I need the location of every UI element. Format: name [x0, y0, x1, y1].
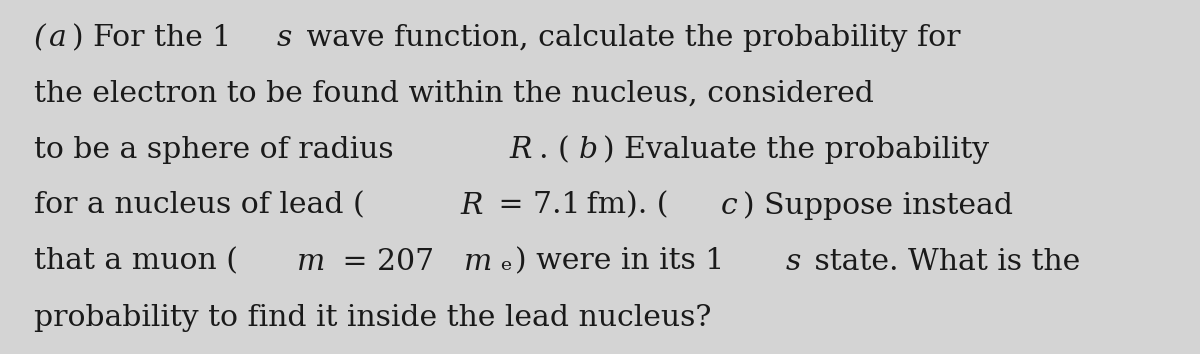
- Text: a: a: [48, 24, 66, 52]
- Text: ) For the 1: ) For the 1: [72, 24, 230, 52]
- Text: that a muon (: that a muon (: [34, 248, 238, 276]
- Text: = 7.1 fm). (: = 7.1 fm). (: [490, 192, 668, 220]
- Text: wave function, calculate the probability for: wave function, calculate the probability…: [296, 24, 960, 52]
- Text: ) were in its 1: ) were in its 1: [515, 248, 725, 276]
- Text: ) Evaluate the probability: ) Evaluate the probability: [604, 135, 990, 164]
- Text: R: R: [461, 192, 482, 220]
- Text: m: m: [296, 248, 325, 276]
- Text: s: s: [277, 24, 293, 52]
- Text: (: (: [34, 24, 46, 52]
- Text: = 207: = 207: [334, 248, 434, 276]
- Text: state. What is the: state. What is the: [805, 248, 1080, 276]
- Text: b: b: [578, 136, 598, 164]
- Text: m: m: [464, 248, 492, 276]
- Text: . (: . (: [539, 136, 570, 164]
- Text: ) Suppose instead: ) Suppose instead: [743, 191, 1013, 220]
- Text: R: R: [510, 136, 533, 164]
- Text: s: s: [785, 248, 800, 276]
- Text: for a nucleus of lead (: for a nucleus of lead (: [34, 192, 365, 220]
- Text: the electron to be found within the nucleus, considered: the electron to be found within the nucl…: [34, 80, 874, 108]
- Text: ₑ: ₑ: [500, 248, 512, 276]
- Text: c: c: [721, 192, 738, 220]
- Text: to be a sphere of radius: to be a sphere of radius: [34, 136, 403, 164]
- Text: probability to find it inside the lead nucleus?: probability to find it inside the lead n…: [34, 304, 712, 332]
